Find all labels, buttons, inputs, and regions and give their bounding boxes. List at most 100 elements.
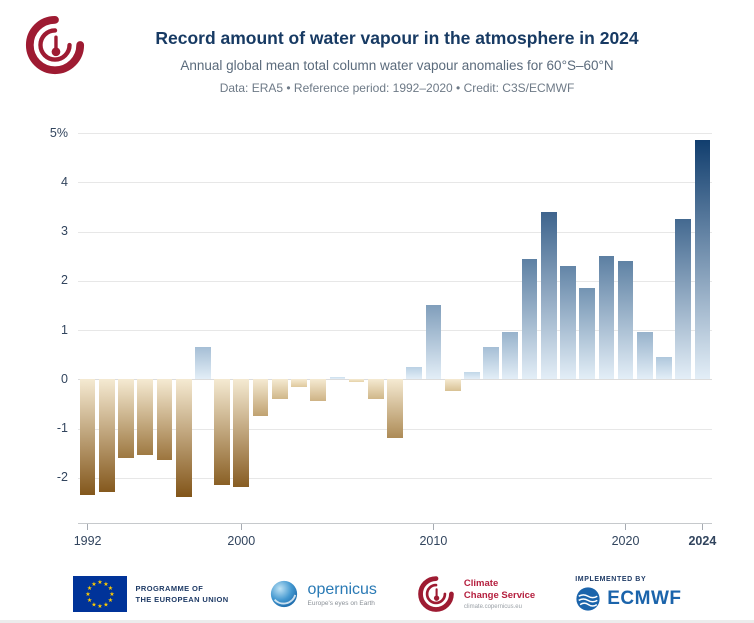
bar-1997 [175, 379, 192, 498]
bar-1999 [214, 379, 230, 486]
bottom-edge-strip [0, 620, 754, 623]
bar-2008 [387, 379, 403, 439]
bar-2004 [310, 379, 327, 402]
copernicus-logo: opernicus Europe's eyes on Earth [269, 579, 377, 609]
c3s-text: Climate Change Service climate.copernicu… [464, 578, 535, 611]
svg-text:★: ★ [107, 585, 112, 592]
bar-2005 [329, 376, 346, 380]
c3s-name-line2: Change Service [463, 589, 536, 601]
svg-text:★: ★ [103, 581, 108, 588]
eu-programme-text: PROGRAMME OF THE EUROPEAN UNION [136, 583, 229, 606]
y-axis-labels: 5% 4 3 2 1 0 -1 -2 [18, 126, 68, 523]
x-tick-mark-2010 [432, 524, 434, 530]
bar-2000 [233, 379, 250, 488]
gridline-4 [78, 182, 712, 184]
bar-2024 [694, 140, 711, 380]
y-tick-label-2: 2 [61, 273, 68, 288]
y-tick-label-5: 5% [49, 125, 68, 140]
bar-2014 [502, 332, 519, 380]
y-tick-label--1: -1 [56, 421, 68, 435]
bar-2016 [540, 211, 557, 380]
page-title: Record amount of water vapour in the atm… [155, 28, 639, 48]
svg-text:★: ★ [85, 591, 90, 598]
svg-text:★: ★ [97, 579, 102, 586]
gridline-5 [78, 133, 712, 134]
c3s-footer-swirl-icon [418, 576, 454, 612]
svg-text:★: ★ [91, 581, 96, 588]
copernicus-name: opernicus [307, 580, 377, 598]
x-tick-label-2010: 2010 [419, 534, 448, 548]
implemented-by-label: IMPLEMENTED BY [575, 576, 647, 583]
y-tick-label-3: 3 [61, 224, 68, 238]
bar-2022 [656, 357, 672, 380]
eu-programme-logo: ★ ★ ★ ★ ★ ★ ★ ★ ★ ★ ★ ★ PROGRAMME OF THE EUROPEAN U… [72, 576, 229, 612]
y-tick-label-4: 4 [61, 174, 68, 189]
bar-2015 [521, 258, 538, 380]
gridline-1 [78, 330, 712, 331]
bar-2019 [598, 256, 615, 380]
x-tick-label-2000: 2000 [227, 534, 256, 548]
y-tick-label-0: 0 [61, 371, 68, 386]
ecmwf-globe-icon [576, 587, 600, 611]
bar-2012 [464, 371, 480, 380]
svg-text:★: ★ [86, 585, 91, 592]
plot-area: 1992 2000 2010 2020 2024 [74, 133, 716, 548]
svg-text:★: ★ [107, 597, 112, 604]
eu-flag-icon: ★ ★★★★★★★★★★★ [72, 576, 127, 612]
x-tick-mark-2000 [240, 524, 242, 530]
bar-2011 [444, 379, 461, 392]
c3s-swirl-icon [25, 15, 85, 75]
bar-2002 [271, 379, 288, 399]
copernicus-tagline: Europe's eyes on Earth [307, 599, 375, 607]
x-tick-mark-2024 [701, 524, 703, 530]
x-tick-label-2024: 2024 [688, 534, 717, 548]
bar-1995 [137, 379, 154, 456]
bar-2017 [560, 266, 576, 380]
bar-2018 [579, 288, 595, 380]
x-tick-label-2020: 2020 [611, 534, 640, 548]
eu-flag-stars: ★ ★★★★★★★★★★★ [85, 579, 114, 610]
c3s-url: climate.copernicus.eu [463, 604, 522, 611]
bar-2007 [367, 379, 384, 399]
bar-1992 [79, 379, 96, 495]
bar-1996 [156, 379, 173, 461]
bar-1998 [195, 347, 211, 380]
svg-text:★: ★ [109, 591, 114, 598]
y-tick-label-1: 1 [61, 322, 68, 337]
bar-2003 [291, 379, 307, 387]
y-tick-label--2: -2 [56, 470, 68, 485]
bar-2013 [483, 347, 499, 380]
eu-programme-line2: THE EUROPEAN UNION [135, 595, 229, 604]
bar-1994 [118, 379, 134, 458]
bar-2020 [617, 261, 634, 380]
svg-text:★: ★ [97, 603, 102, 610]
x-tick-mark-1992 [87, 524, 89, 530]
svg-text:★: ★ [91, 602, 96, 609]
svg-text:★: ★ [86, 597, 91, 604]
c3s-swirl-logo [24, 14, 86, 76]
bar-1993 [98, 379, 115, 493]
climate-change-service-logo: Climate Change Service climate.copernicu… [417, 575, 535, 613]
svg-text:★: ★ [103, 602, 108, 609]
bar-2006 [348, 379, 365, 382]
gridline--2 [78, 477, 712, 479]
gridline-3 [78, 231, 712, 233]
gridline-2 [78, 280, 712, 282]
ecmwf-name: ECMWF [607, 588, 682, 609]
bar-2023 [675, 219, 692, 380]
bar-2010 [425, 305, 442, 380]
ecmwf-logo: IMPLEMENTED BY ECMWF [575, 576, 681, 612]
bar-2009 [406, 366, 423, 380]
c3s-name-line1: Climate [463, 577, 499, 589]
footer-logos: ★ ★ ★ ★ ★ ★ ★ ★ ★ ★ ★ ★ PROGRAMME OF THE EUROPEAN U… [0, 566, 754, 622]
header: Record amount of water vapour in the atm… [70, 28, 724, 95]
copernicus-sphere-icon [270, 580, 297, 608]
bar-2001 [252, 379, 269, 417]
x-tick-mark-2020 [625, 524, 626, 530]
chart-data-credit: Data: ERA5 • Reference period: 1992–2020… [219, 81, 575, 95]
bar-2021 [636, 332, 653, 380]
copernicus-text: opernicus Europe's eyes on Earth [307, 580, 377, 607]
eu-programme-line1: PROGRAMME OF [135, 583, 204, 593]
x-tick-label-1992: 1992 [73, 534, 102, 548]
chart-subtitle: Annual global mean total column water va… [180, 58, 614, 73]
